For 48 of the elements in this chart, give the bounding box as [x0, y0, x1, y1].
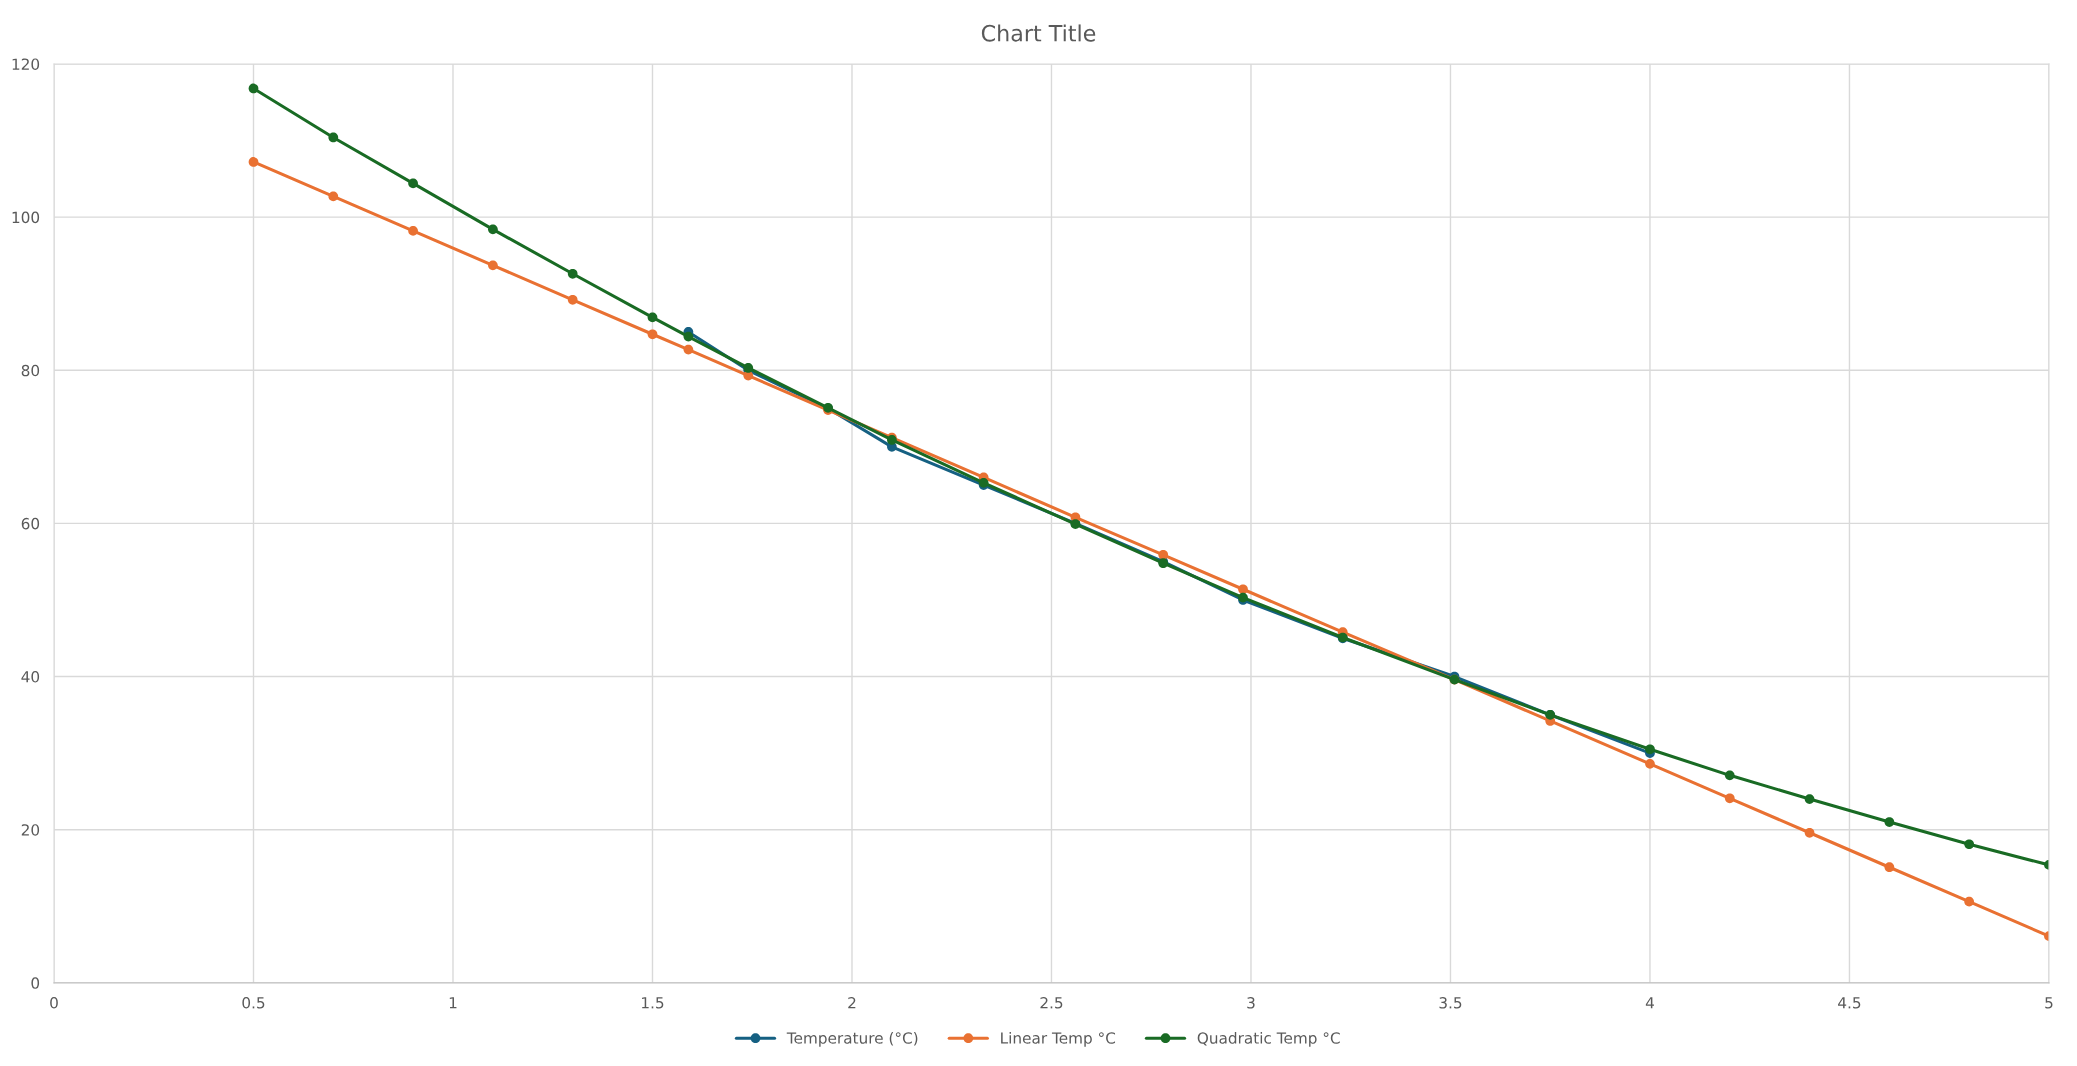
point [248, 83, 259, 94]
point [683, 344, 694, 355]
x-tick-label: 3.5 [1439, 997, 1462, 1009]
y-tick-label: 20 [21, 824, 40, 836]
chart-title: Chart Title [981, 24, 1096, 42]
x-tick-label: 4.5 [1838, 997, 1861, 1009]
point [1964, 839, 1975, 850]
point [248, 157, 259, 167]
x-tick-label: 3 [1247, 997, 1255, 1009]
x-tick-label: 4 [1645, 997, 1654, 1009]
y-tick-label: 0 [31, 977, 40, 989]
point [1645, 744, 1655, 755]
point [1884, 817, 1895, 827]
legend-label: Quadratic Temp °C [1197, 1031, 1340, 1047]
x-tick-label: 1.5 [642, 997, 664, 1009]
point [488, 260, 498, 271]
y-tick-label: 40 [21, 671, 40, 683]
point [683, 331, 694, 342]
y-tick-label: 120 [12, 58, 40, 70]
x-tick-label: 2 [848, 997, 856, 1009]
point [567, 294, 578, 305]
x-tick-label: 0 [50, 997, 58, 1009]
point [1804, 827, 1815, 838]
point [1645, 758, 1655, 769]
point [1804, 794, 1815, 804]
point [1964, 896, 1975, 907]
point [328, 191, 339, 202]
point [567, 268, 578, 279]
point [1884, 862, 1895, 873]
legend-label: Linear Temp °C [1001, 1031, 1116, 1047]
x-tick-label: 0.5 [242, 997, 265, 1009]
point [647, 329, 658, 340]
point [328, 132, 339, 143]
y-tick-label: 60 [21, 517, 40, 530]
point [1724, 793, 1735, 804]
legend-label: Temperature (°C) [786, 1031, 918, 1047]
point [647, 312, 658, 323]
y-tick-label: 80 [21, 364, 40, 377]
point [1158, 549, 1169, 560]
x-tick-label: 2.5 [1040, 997, 1063, 1009]
point [1724, 770, 1735, 781]
x-tick-label: 5 [2045, 997, 2053, 1009]
y-tick-label: 100 [12, 211, 40, 224]
point [1238, 584, 1248, 595]
point [408, 178, 418, 189]
point [488, 224, 498, 235]
x-tick-label: 1 [449, 997, 457, 1009]
point [408, 226, 418, 236]
